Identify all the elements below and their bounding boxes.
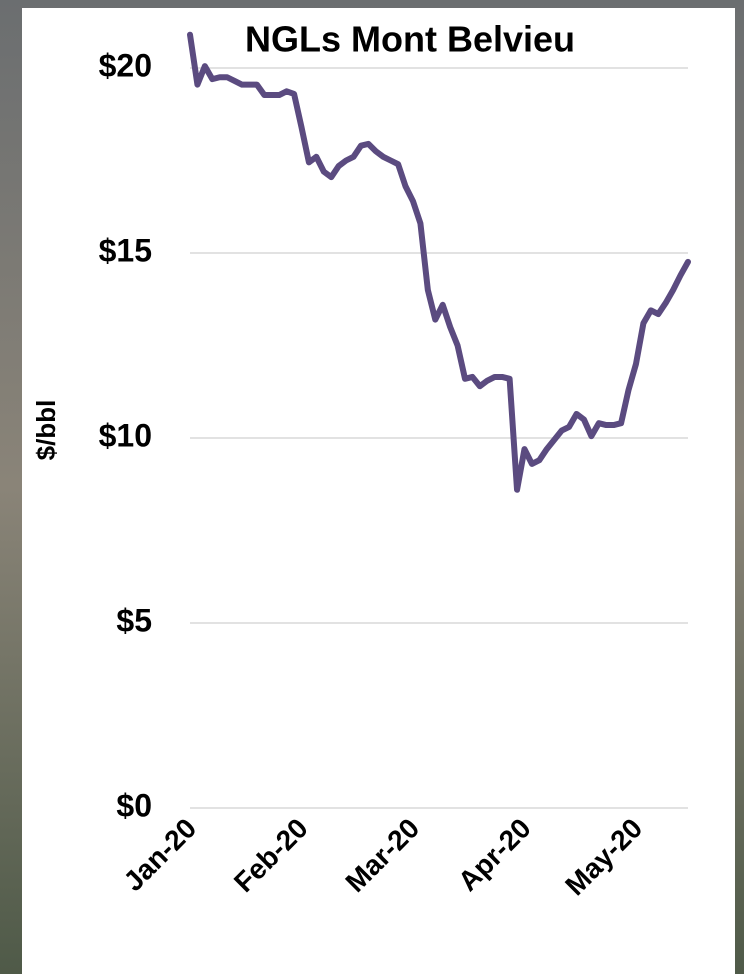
y-tick-label: $20 bbox=[99, 47, 152, 83]
chart-title: NGLs Mont Belvieu bbox=[245, 19, 575, 60]
y-tick-label: $5 bbox=[116, 602, 152, 638]
y-axis-title: $/bbl bbox=[31, 400, 61, 461]
y-tick-label: $15 bbox=[99, 232, 152, 268]
line-series bbox=[187, 31, 691, 493]
y-tick-label: $0 bbox=[116, 787, 152, 823]
chart-panel bbox=[22, 8, 735, 974]
y-tick-label: $10 bbox=[99, 417, 152, 453]
